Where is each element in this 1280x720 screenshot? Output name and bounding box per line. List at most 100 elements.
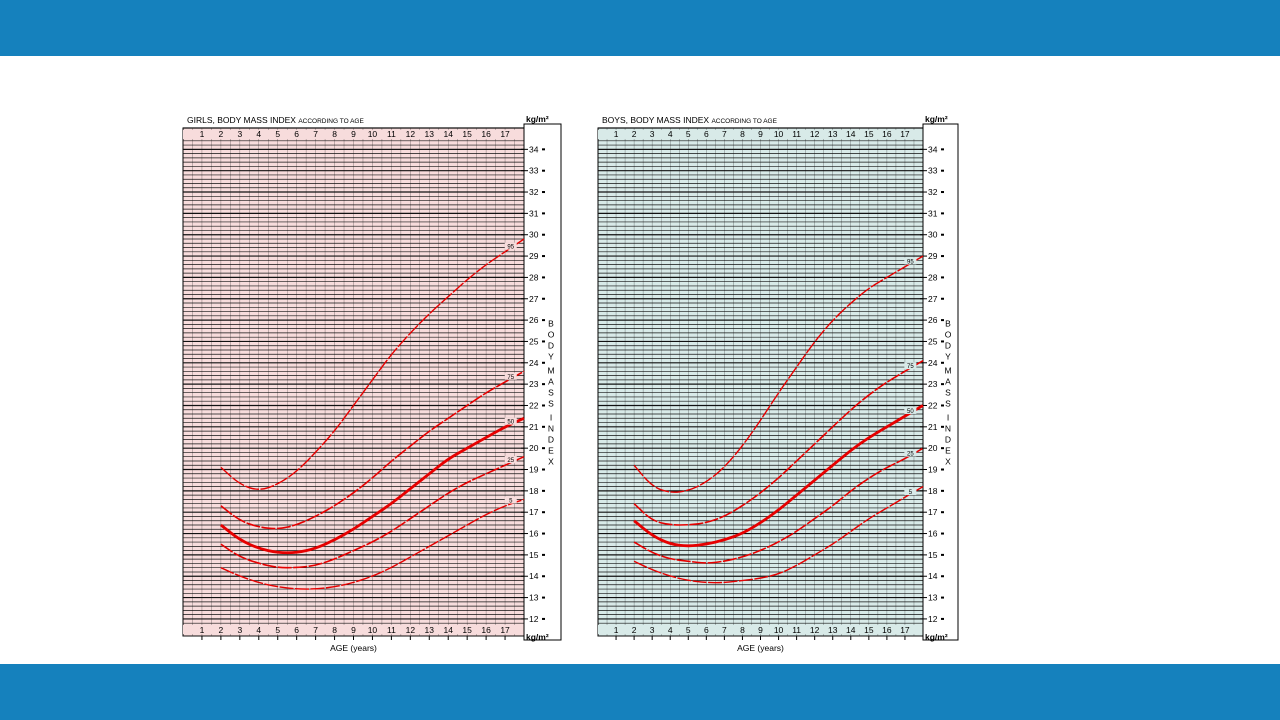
percentile-label-50: 50 — [907, 409, 914, 415]
percentile-label-bg — [904, 406, 917, 414]
y-tick-dash — [941, 276, 944, 279]
y-tick-label: 23 — [529, 379, 539, 389]
x-tick-label-top: 3 — [650, 129, 655, 139]
x-tick-label-bottom: 11 — [792, 625, 801, 635]
y-tick-label: 16 — [928, 529, 938, 539]
x-tick-label-bottom: 2 — [219, 625, 224, 635]
percentile-label-bg — [504, 417, 517, 425]
x-tick-label-top: 1 — [614, 129, 619, 139]
y-tick-dash — [542, 148, 545, 151]
percentile-curve-5 — [220, 498, 525, 590]
y-tick-dash — [941, 489, 944, 492]
x-tick-label-bottom: 6 — [294, 625, 299, 635]
y-tick-label: 16 — [529, 529, 539, 539]
y-axis-letter: E — [945, 446, 951, 456]
x-tick-label-top: 11 — [792, 129, 801, 139]
y-tick-label: 29 — [928, 251, 938, 261]
boys-bmi-chart: 1122334455667788991010111112121313141415… — [597, 114, 959, 653]
x-tick-label-top: 10 — [774, 129, 784, 139]
x-tick-label-bottom: 7 — [313, 625, 318, 635]
girls-bmi-chart: 1122334455667788991010111112121313141415… — [182, 114, 562, 653]
x-tick-label-bottom: 8 — [332, 625, 337, 635]
y-tick-label: 30 — [928, 230, 938, 240]
y-tick-dash — [941, 169, 944, 172]
y-tick-dash — [542, 319, 545, 322]
chart-title: GIRLS, BODY MASS INDEX ACCORDING TO AGE — [187, 115, 364, 125]
y-tick-label: 28 — [529, 272, 539, 282]
y-tick-label: 24 — [529, 358, 539, 368]
y-tick-dash — [941, 340, 944, 343]
y-tick-label: 19 — [529, 465, 539, 475]
x-tick-label-bottom: 1 — [614, 625, 619, 635]
percentile-curve-50 — [633, 404, 924, 548]
y-tick-dash — [542, 511, 545, 514]
y-axis-letter: N — [548, 424, 554, 434]
x-tick-label-bottom: 5 — [686, 625, 691, 635]
x-tick-label-bottom: 10 — [368, 625, 378, 635]
percentile-label-bg — [904, 362, 917, 370]
y-axis-letter: Y — [945, 352, 951, 362]
y-tick-dash — [941, 468, 944, 471]
y-tick-label: 32 — [928, 187, 938, 197]
percentile-curve-25 — [633, 447, 924, 564]
percentile-curve-95 — [633, 255, 924, 493]
y-axis-letter: S — [548, 388, 554, 398]
y-tick-dash — [542, 553, 545, 556]
x-tick-label-bottom: 9 — [758, 625, 763, 635]
x-tick-label-top: 16 — [882, 129, 892, 139]
y-tick-label: 24 — [928, 358, 938, 368]
y-tick-label: 27 — [928, 294, 938, 304]
y-axis-letter: D — [548, 435, 554, 445]
chart-title-suffix: ACCORDING TO AGE — [298, 118, 364, 125]
x-tick-label-top: 5 — [686, 129, 691, 139]
percentile-curve-5 — [633, 485, 924, 584]
y-tick-label: 32 — [529, 187, 539, 197]
y-tick-dash — [542, 447, 545, 450]
x-tick-label-bottom: 9 — [351, 625, 356, 635]
y-axis-letter: Y — [548, 352, 554, 362]
y-tick-dash — [941, 511, 944, 514]
y-tick-label: 22 — [928, 400, 938, 410]
x-tick-label-bottom: 12 — [810, 625, 820, 635]
y-tick-dash — [941, 255, 944, 258]
y-axis-letter: D — [548, 341, 554, 351]
y-tick-dash — [941, 617, 944, 620]
x-tick-label-top: 12 — [810, 129, 820, 139]
y-axis-letter: A — [548, 377, 554, 387]
y-tick-label: 15 — [529, 550, 539, 560]
percentile-curve-75 — [220, 370, 525, 530]
y-axis-letter: E — [548, 446, 554, 456]
percentile-label-50: 50 — [507, 420, 514, 426]
percentile-label-25: 25 — [907, 452, 914, 458]
y-tick-dash — [542, 532, 545, 535]
x-axis-label: AGE (years) — [330, 643, 377, 653]
y-tick-dash — [542, 191, 545, 194]
y-tick-dash — [941, 596, 944, 599]
x-tick-label-top: 4 — [256, 129, 261, 139]
y-tick-label: 15 — [928, 550, 938, 560]
percentile-label-bg — [504, 372, 517, 380]
y-axis-letter: I — [947, 413, 949, 423]
x-tick-label-top: 2 — [632, 129, 637, 139]
chart-title-suffix: ACCORDING TO AGE — [711, 118, 777, 125]
x-tick-label-top: 3 — [237, 129, 242, 139]
y-tick-dash — [941, 553, 944, 556]
percentile-label-bg — [904, 257, 917, 265]
y-axis-letter: D — [945, 341, 951, 351]
y-tick-label: 31 — [529, 208, 539, 218]
y-tick-label: 17 — [928, 507, 938, 517]
x-tick-label-bottom: 8 — [740, 625, 745, 635]
x-tick-label-top: 9 — [758, 129, 763, 139]
x-tick-label-bottom: 3 — [650, 625, 655, 635]
x-tick-label-top: 6 — [294, 129, 299, 139]
y-tick-dash — [542, 340, 545, 343]
y-tick-dash — [542, 596, 545, 599]
x-axis-label: AGE (years) — [737, 643, 784, 653]
y-tick-label: 28 — [928, 272, 938, 282]
y-axis-letter: A — [945, 377, 951, 387]
y-tick-dash — [542, 169, 545, 172]
y-tick-label: 18 — [928, 486, 938, 496]
y-tick-label: 12 — [529, 614, 539, 624]
x-tick-label-top: 17 — [900, 129, 910, 139]
y-tick-label: 19 — [928, 465, 938, 475]
